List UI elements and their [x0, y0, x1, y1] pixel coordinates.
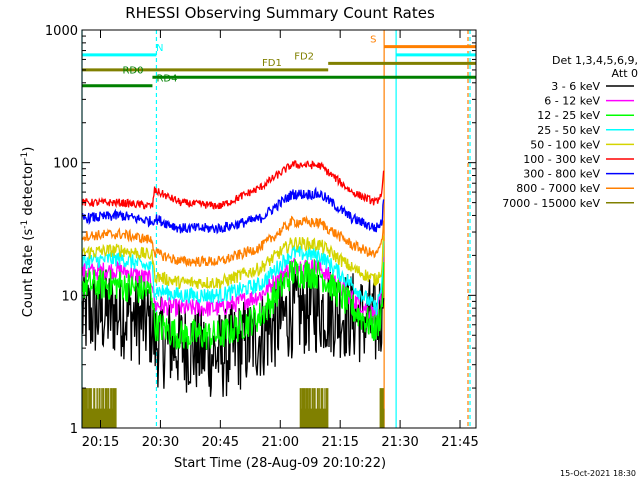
state-bar-label: FD1	[262, 58, 282, 69]
y-tick-label: 100	[53, 157, 78, 172]
legend-entry-label: 3 - 6 keV	[551, 80, 600, 93]
x-tick-label: 20:30	[142, 435, 179, 450]
series-line	[81, 186, 385, 235]
legend-entry-label: 800 - 7000 keV	[516, 182, 600, 195]
state-bar-label: RD0	[122, 65, 143, 76]
series-line	[81, 259, 385, 350]
legend-entry-label: 25 - 50 keV	[537, 124, 600, 137]
legend-entry-label: 50 - 100 keV	[530, 138, 600, 151]
x-tick-label: 21:15	[321, 435, 358, 450]
y-tick-label: 10	[61, 289, 78, 304]
series-line	[81, 241, 385, 316]
axes: 20:15 20:30 20:45 21:00 21:15 21:30 21:45 1 10 10…	[45, 24, 479, 450]
plot-frame	[81, 29, 477, 429]
x-tick-label: 21:30	[381, 435, 418, 450]
legend-entry-label: 100 - 300 keV	[523, 153, 600, 166]
series-line	[81, 160, 385, 210]
y-tick-label: 1	[70, 422, 78, 437]
x-tick-label: 21:45	[441, 435, 478, 450]
footer-timestamp: 15-Oct-2021 18:30	[560, 469, 636, 478]
chart-title: RHESSI Observing Summary Count Rates	[125, 4, 435, 22]
state-bars: N S FD1 FD2 RD0 RD4	[82, 35, 476, 88]
legend-entry-label: 300 - 800 keV	[523, 168, 600, 181]
legend-header-detectors: Det 1,3,4,5,6,9,	[552, 54, 638, 67]
y-tick-label: 1000	[45, 24, 78, 39]
x-tick-label: 20:45	[202, 435, 239, 450]
x-axis-label: Start Time (28-Aug-09 20:10:22)	[174, 456, 386, 471]
state-bar-label: FD2	[294, 51, 314, 62]
legend-entry-label: 12 - 25 keV	[537, 109, 600, 122]
legend: Det 1,3,4,5,6,9, Att 0 3 - 6 keV 6 - 12 k…	[502, 54, 638, 210]
state-bar-label: N	[156, 43, 163, 54]
x-tick-label: 21:00	[262, 435, 299, 450]
state-bar-label: RD4	[156, 74, 177, 85]
series-lines	[81, 160, 385, 428]
series-line	[81, 235, 385, 290]
x-tick-label: 20:15	[82, 435, 119, 450]
legend-entry-label: 7000 - 15000 keV	[502, 197, 600, 210]
y-axis-label: Count Rate (s-1 detector-1)	[20, 147, 36, 318]
series-line	[81, 215, 385, 268]
legend-entry-label: 6 - 12 keV	[544, 95, 600, 108]
state-bar-label: S	[370, 35, 376, 46]
legend-header-attenuator: Att 0	[612, 67, 638, 80]
